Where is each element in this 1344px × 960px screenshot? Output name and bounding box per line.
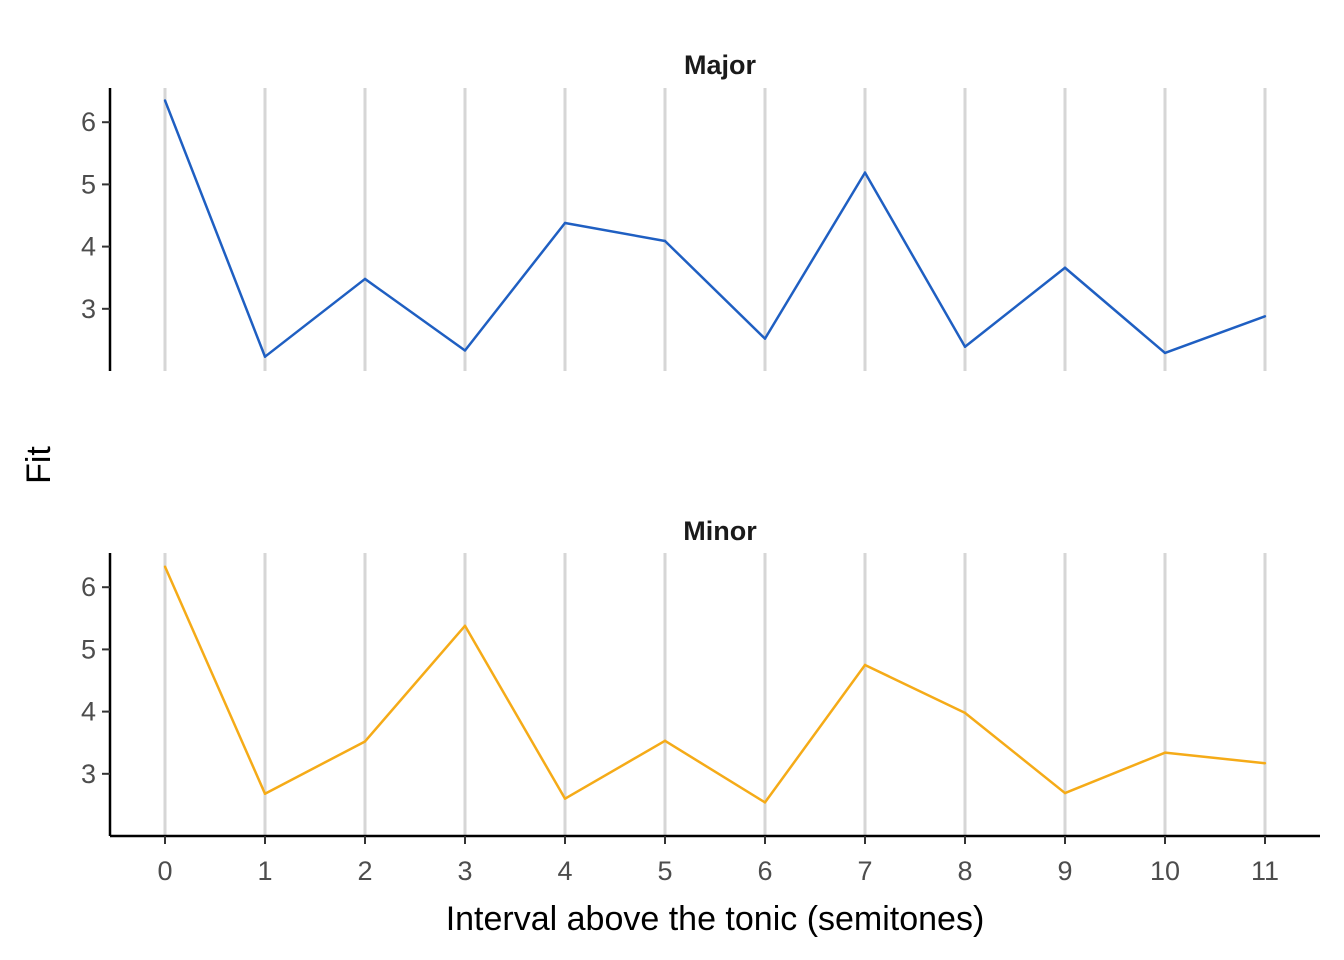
y-axis-title: Fit <box>20 446 58 484</box>
data-point <box>263 355 267 358</box>
x-axis-title: Interval above the tonic (semitones) <box>446 900 985 938</box>
data-point <box>563 221 567 225</box>
data-point <box>1163 751 1167 754</box>
data-point <box>363 277 367 281</box>
data-point <box>163 565 167 568</box>
x-tick-label: 11 <box>1251 856 1279 886</box>
y-tick-label: 4 <box>81 697 96 727</box>
data-point <box>1063 266 1067 269</box>
x-tick-label: 1 <box>257 856 272 886</box>
facet-panels: Major 3 4 5 6 Minor 3 4 5 6 <box>81 50 1267 836</box>
facet-title: Major <box>684 50 757 80</box>
data-point <box>1263 762 1267 765</box>
data-point <box>1163 351 1167 355</box>
facet-panel-major: Major 3 4 5 6 <box>81 50 1267 371</box>
data-point <box>163 99 167 102</box>
data-point <box>363 740 367 743</box>
data-point <box>663 739 667 743</box>
data-point <box>763 337 767 340</box>
x-tick-label: 10 <box>1150 856 1180 886</box>
x-tick-label: 4 <box>557 856 572 886</box>
data-point <box>263 792 267 795</box>
x-tick-label: 8 <box>957 856 972 886</box>
data-point <box>463 349 467 352</box>
facet-title: Minor <box>683 516 757 546</box>
x-tick-label: 3 <box>457 856 472 886</box>
data-point <box>463 624 467 627</box>
y-tick-label: 5 <box>81 634 96 664</box>
y-tick-label: 3 <box>81 294 96 324</box>
x-tick-label: 9 <box>1057 856 1072 886</box>
data-point <box>563 797 567 800</box>
data-point <box>663 239 667 243</box>
data-point <box>763 801 767 804</box>
x-tick-label: 7 <box>857 856 872 886</box>
x-tick-label: 5 <box>657 856 672 886</box>
data-point <box>963 345 967 348</box>
y-tick-label: 4 <box>81 232 96 262</box>
series-line-major <box>163 99 1266 358</box>
data-point <box>863 663 867 667</box>
data-point <box>1063 791 1067 795</box>
x-tick-label: 2 <box>357 856 372 886</box>
series-line-minor <box>163 566 1266 804</box>
data-point <box>963 711 967 715</box>
y-tick-label: 3 <box>81 759 96 789</box>
facet-panel-minor: Minor 3 4 5 6 <box>81 516 1267 836</box>
x-tick-label: 6 <box>757 856 772 886</box>
data-point <box>1263 315 1267 318</box>
y-tick-label: 6 <box>81 572 96 602</box>
data-point <box>863 171 867 174</box>
y-tick-label: 6 <box>81 107 96 137</box>
x-axis: 0 1 2 3 4 5 6 7 8 9 10 11 <box>110 834 1320 886</box>
x-tick-label: 0 <box>157 856 172 886</box>
y-tick-label: 5 <box>81 169 96 199</box>
